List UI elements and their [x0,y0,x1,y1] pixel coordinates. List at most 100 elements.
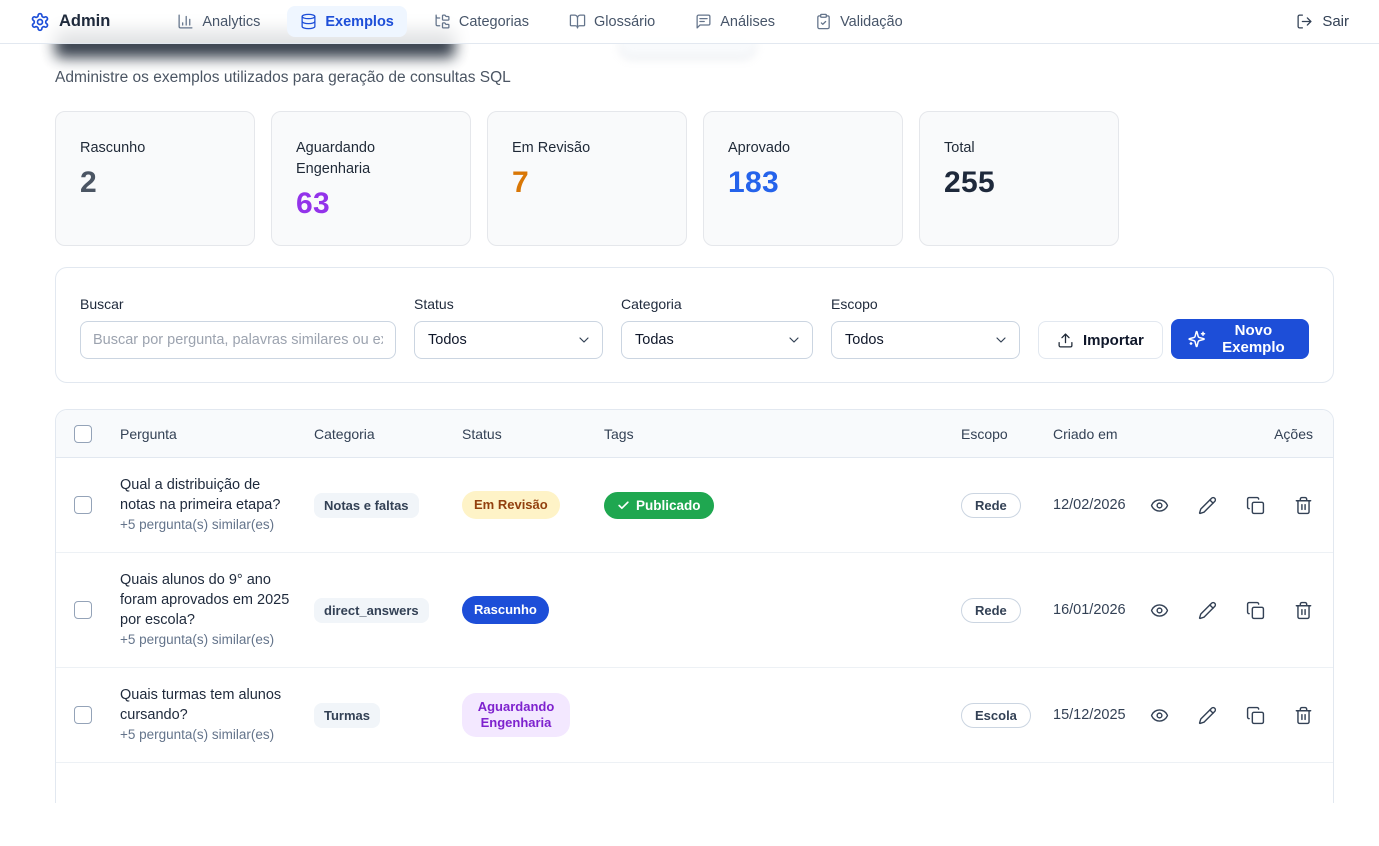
row-actions [1147,601,1333,620]
duplicate-button[interactable] [1246,496,1265,515]
folder-tree-icon [434,13,451,30]
delete-button[interactable] [1294,601,1313,620]
stat-value: 183 [728,166,878,200]
nav-item-validacao[interactable]: Validação [802,6,916,37]
table-row: Quais turmas tem alunos cursando? +5 per… [56,668,1333,763]
nav-item-analytics[interactable]: Analytics [164,6,273,37]
trash-icon [1294,601,1313,620]
header-tags: Tags [586,426,943,442]
header-pergunta: Pergunta [102,426,296,442]
stat-value: 2 [80,166,230,200]
table-header-row: Pergunta Categoria Status Tags Escopo Cr… [56,410,1333,458]
header-acoes: Ações [1147,426,1333,442]
category-pill: direct_answers [314,598,429,623]
view-button[interactable] [1150,706,1169,725]
stat-label: Rascunho [80,138,192,159]
pencil-icon [1198,496,1217,515]
top-navigation: Admin Analytics Exemplos Categorias Glos… [0,0,1379,44]
edit-button[interactable] [1198,601,1217,620]
nav-item-label: Validação [840,14,903,30]
created-date: 16/01/2026 [1035,602,1147,618]
select-all-checkbox[interactable] [74,425,92,443]
delete-button[interactable] [1294,496,1313,515]
nav-item-glossario[interactable]: Glossário [556,6,668,37]
status-select[interactable]: Todos [414,321,603,359]
nav-item-label: Categorias [459,14,529,30]
category-select[interactable]: Todas [621,321,813,359]
logout-label: Sair [1322,13,1349,30]
scope-select[interactable]: Todos [831,321,1020,359]
gear-icon [30,12,50,32]
stat-label: Total [944,138,1056,159]
row-checkbox[interactable] [74,706,92,724]
edit-button[interactable] [1198,706,1217,725]
row-similar-count: +5 pergunta(s) similar(es) [120,630,296,650]
row-checkbox[interactable] [74,601,92,619]
row-question[interactable]: Quais turmas tem alunos cursando? [120,685,296,725]
created-date: 15/12/2025 [1035,707,1147,723]
view-button[interactable] [1150,496,1169,515]
stat-card-aguardando-engenharia: Aguardando Engenharia 63 [271,111,471,246]
filter-bar: Buscar Status Todos Categoria Todas Esco… [55,267,1334,383]
clipboard-check-icon [815,13,832,30]
edit-button[interactable] [1198,496,1217,515]
table-row: Quais alunos do 9° ano foram aprovados e… [56,553,1333,668]
new-example-button-label: Novo Exemplo [1215,322,1292,356]
pencil-icon [1198,706,1217,725]
header-categoria: Categoria [296,426,444,442]
duplicate-button[interactable] [1246,706,1265,725]
delete-button[interactable] [1294,706,1313,725]
nav-item-label: Analytics [202,14,260,30]
scope-pill: Escola [961,703,1031,728]
sparkles-icon [1188,330,1206,348]
table-row-partial [56,763,1333,803]
main-content: Administre os exemplos utilizados para g… [0,69,1379,803]
row-similar-count: +5 pergunta(s) similar(es) [120,515,296,535]
scope-label: Escopo [831,296,1020,312]
row-similar-count: +5 pergunta(s) similar(es) [120,725,296,745]
search-input[interactable] [80,321,396,359]
table-row: Qual a distribuição de notas na primeira… [56,458,1333,553]
import-button[interactable]: Importar [1038,321,1163,359]
duplicate-button[interactable] [1246,601,1265,620]
examples-table: Pergunta Categoria Status Tags Escopo Cr… [55,409,1334,803]
status-label: Status [414,296,603,312]
brand[interactable]: Admin [30,12,110,32]
created-date: 12/02/2026 [1035,497,1147,513]
status-badge: Em Revisão [462,491,560,519]
nav-item-categorias[interactable]: Categorias [421,6,542,37]
row-question[interactable]: Quais alunos do 9° ano foram aprovados e… [120,570,296,630]
copy-icon [1246,601,1265,620]
database-icon [300,13,317,30]
nav-item-analises[interactable]: Análises [682,6,788,37]
header-status: Status [444,426,586,442]
upload-icon [1057,332,1074,349]
nav-item-label: Análises [720,14,775,30]
header-criado-em: Criado em [1035,426,1147,442]
row-question[interactable]: Qual a distribuição de notas na primeira… [120,475,296,515]
category-pill: Turmas [314,703,380,728]
stat-card-em-revisao: Em Revisão 7 [487,111,687,246]
status-field-group: Status Todos [414,296,603,359]
scope-pill: Rede [961,598,1021,623]
logout-button[interactable]: Sair [1296,13,1349,30]
tag-label: Publicado [636,498,701,513]
bar-chart-icon [177,13,194,30]
view-button[interactable] [1150,601,1169,620]
stat-label: Aguardando Engenharia [296,138,408,180]
trash-icon [1294,706,1313,725]
trash-icon [1294,496,1313,515]
pencil-icon [1198,601,1217,620]
copy-icon [1246,706,1265,725]
category-label: Categoria [621,296,813,312]
category-pill: Notas e faltas [314,493,419,518]
new-example-button[interactable]: Novo Exemplo [1171,319,1309,359]
check-icon [617,499,630,512]
nav-item-exemplos[interactable]: Exemplos [287,6,407,37]
message-square-icon [695,13,712,30]
stat-card-total: Total 255 [919,111,1119,246]
nav-item-label: Exemplos [325,14,394,30]
tag-badge-publicado: Publicado [604,492,714,519]
row-checkbox[interactable] [74,496,92,514]
status-badge: Aguardando Engenharia [462,693,570,738]
